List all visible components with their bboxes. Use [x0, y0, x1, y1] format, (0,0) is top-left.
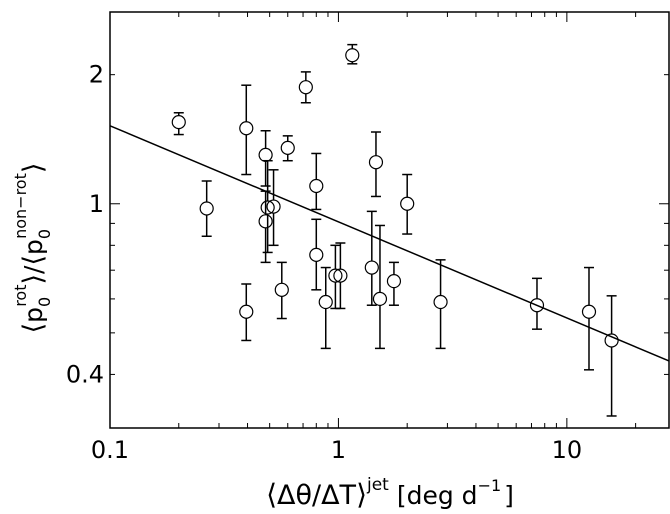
y-label-sup1: rot — [11, 285, 30, 307]
point-marker — [239, 304, 254, 319]
x-label-superscript: jet — [366, 475, 389, 495]
y-tick-label: 1 — [89, 190, 104, 218]
y-label-angle1-close: ⟩ — [18, 274, 49, 285]
point-marker — [604, 333, 619, 348]
data-point — [333, 242, 348, 310]
point-marker — [581, 304, 597, 319]
x-label-unit-open: [deg d — [397, 481, 478, 510]
x-tick-label: 10 — [552, 436, 583, 464]
data-point — [345, 43, 360, 65]
y-label-angle2-open: ⟨ — [18, 255, 49, 266]
axis-ticks: 0.1 1 10 0.4 1 2 — [66, 12, 669, 464]
data-point — [258, 129, 273, 187]
point-marker — [199, 201, 214, 216]
y-label-sub1: 0 — [35, 297, 54, 307]
point-marker — [309, 178, 324, 194]
x-label-main: Δθ/ΔT — [277, 480, 357, 511]
y-label-angle2-close: ⟩ — [18, 163, 49, 174]
data-point — [274, 261, 289, 320]
x-label-unit-exp: −1 — [478, 476, 502, 495]
point-marker — [309, 247, 324, 262]
y-tick-label: 2 — [89, 61, 104, 89]
point-marker — [260, 200, 275, 215]
point-marker — [386, 274, 402, 289]
x-tick-label: 0.1 — [91, 436, 129, 464]
y-axis-label: ⟨p0rot⟩/⟨p0non−rot⟩ — [11, 163, 54, 334]
data-point — [364, 210, 379, 306]
x-label-angle-close: ⟩ — [356, 478, 367, 511]
data-point — [280, 135, 295, 162]
point-marker — [258, 214, 273, 229]
point-marker — [372, 291, 388, 307]
data-point — [372, 224, 388, 350]
data-point — [529, 277, 545, 330]
y-tick-label: 0.4 — [66, 360, 104, 388]
data-point — [400, 173, 415, 235]
data-point — [171, 112, 186, 136]
point-marker — [318, 294, 333, 310]
data-point — [260, 159, 275, 254]
x-tick-label: 1 — [331, 436, 346, 464]
data-point — [199, 180, 214, 237]
y-label-slash: / — [19, 265, 48, 274]
data-point — [604, 295, 619, 417]
point-marker — [364, 260, 379, 275]
x-axis-label: ⟨Δθ/ΔT⟩jet [deg d−1] — [266, 475, 514, 511]
point-marker — [529, 298, 545, 313]
data-point — [239, 283, 254, 342]
point-marker — [298, 80, 313, 95]
data-point — [298, 71, 313, 104]
point-marker — [368, 155, 384, 170]
data-point — [368, 131, 384, 198]
plot-frame — [109, 11, 670, 429]
data-point — [433, 259, 448, 350]
point-marker — [400, 196, 415, 211]
fit-line-group — [109, 125, 670, 362]
y-label-sub2: 0 — [35, 229, 54, 239]
data-point — [386, 261, 402, 306]
y-label-p2: p — [19, 239, 48, 255]
point-marker — [433, 294, 448, 310]
data-point — [581, 266, 597, 371]
fit-line — [109, 125, 670, 362]
point-marker — [280, 140, 295, 155]
y-label-sup2: non−rot — [11, 173, 30, 239]
y-label-p1: p — [19, 307, 48, 323]
point-marker — [328, 268, 343, 283]
point-marker — [333, 268, 348, 283]
point-marker — [171, 115, 186, 130]
data-point — [258, 190, 273, 264]
point-marker — [345, 48, 360, 63]
point-marker — [266, 199, 281, 214]
data-point — [309, 218, 324, 291]
point-marker — [239, 121, 254, 136]
x-label-angle-open: ⟨ — [266, 478, 277, 511]
point-marker — [274, 282, 289, 297]
data-point — [239, 84, 254, 176]
y-label-angle1-open: ⟨ — [18, 323, 49, 334]
point-marker — [258, 147, 273, 162]
data-point — [266, 169, 281, 247]
data-point — [309, 152, 324, 211]
data-point — [318, 266, 333, 350]
x-label-unit-close: ] — [504, 481, 514, 510]
data-points — [171, 43, 619, 417]
